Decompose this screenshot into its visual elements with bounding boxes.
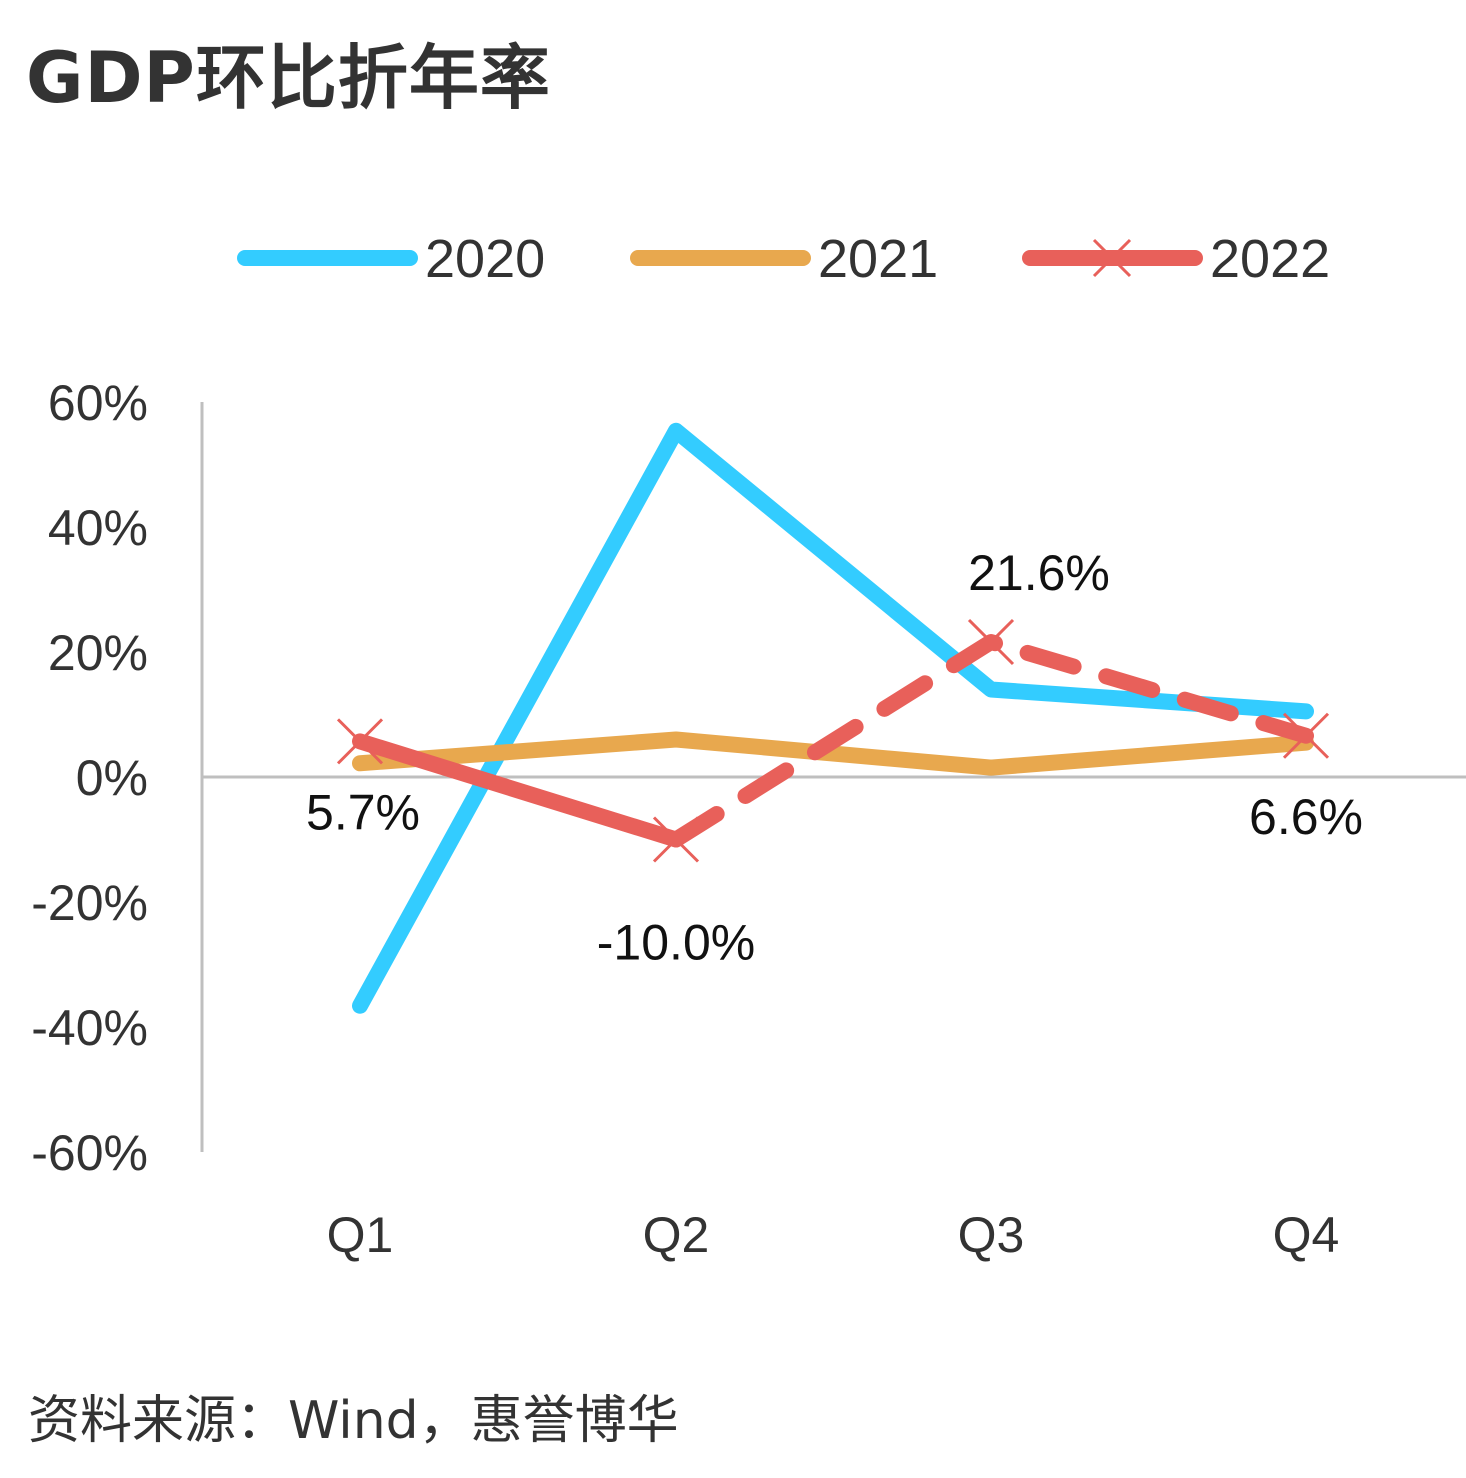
data-label: 5.7% bbox=[306, 784, 420, 840]
data-label: 21.6% bbox=[968, 545, 1110, 601]
series-line-2021 bbox=[352, 731, 1314, 776]
chart-title: GDP环比折年率 bbox=[26, 37, 551, 119]
y-tick-label: -20% bbox=[31, 875, 148, 931]
data-point-marker bbox=[1282, 712, 1330, 759]
y-tick-label: 20% bbox=[48, 625, 148, 681]
x-tick-label: Q2 bbox=[643, 1207, 710, 1263]
series-line-2020 bbox=[352, 422, 1314, 1014]
x-tick-label: Q1 bbox=[327, 1207, 394, 1263]
series-line-2022 bbox=[352, 733, 684, 848]
legend-label: 2022 bbox=[1210, 229, 1330, 289]
x-tick-label: Q3 bbox=[958, 1207, 1025, 1263]
data-label: 6.6% bbox=[1249, 789, 1363, 845]
y-tick-label: 40% bbox=[48, 500, 148, 556]
y-tick-label: 60% bbox=[48, 375, 148, 431]
data-point-marker bbox=[652, 816, 700, 863]
data-label: -10.0% bbox=[597, 915, 755, 971]
legend-label: 2020 bbox=[425, 229, 545, 289]
legend-label: 2021 bbox=[818, 229, 938, 289]
x-tick-label: Q4 bbox=[1273, 1207, 1340, 1263]
y-tick-label: -60% bbox=[31, 1125, 148, 1181]
y-tick-label: -40% bbox=[31, 1000, 148, 1056]
legend-marker bbox=[1092, 238, 1132, 278]
y-tick-label: 0% bbox=[76, 750, 148, 806]
data-point-marker bbox=[967, 618, 1015, 666]
source-note: 资料来源：Wind，惠誉博华 bbox=[28, 1391, 679, 1451]
data-point-marker bbox=[336, 718, 384, 765]
